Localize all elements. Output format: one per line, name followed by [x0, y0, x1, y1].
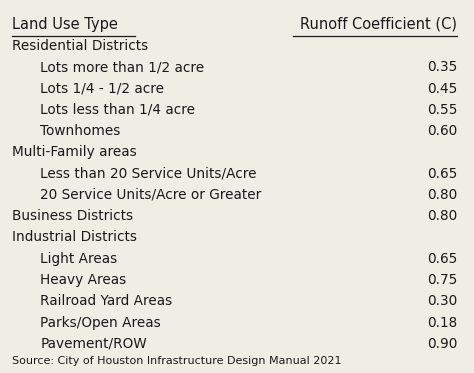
Text: 0.65: 0.65 [427, 252, 457, 266]
Text: Pavement/ROW: Pavement/ROW [40, 337, 147, 351]
Text: Less than 20 Service Units/Acre: Less than 20 Service Units/Acre [40, 167, 257, 181]
Text: Heavy Areas: Heavy Areas [40, 273, 127, 287]
Text: 0.80: 0.80 [427, 188, 457, 202]
Text: Source: City of Houston Infrastructure Design Manual 2021: Source: City of Houston Infrastructure D… [12, 356, 341, 366]
Text: 0.80: 0.80 [427, 209, 457, 223]
Text: 0.90: 0.90 [427, 337, 457, 351]
Text: Lots more than 1/2 acre: Lots more than 1/2 acre [40, 60, 204, 74]
Text: 0.55: 0.55 [427, 103, 457, 117]
Text: 0.45: 0.45 [427, 82, 457, 95]
Text: Business Districts: Business Districts [12, 209, 133, 223]
Text: 0.65: 0.65 [427, 167, 457, 181]
Text: Runoff Coefficient (C): Runoff Coefficient (C) [301, 17, 457, 32]
Text: 20 Service Units/Acre or Greater: 20 Service Units/Acre or Greater [40, 188, 262, 202]
Text: Lots less than 1/4 acre: Lots less than 1/4 acre [40, 103, 195, 117]
Text: Light Areas: Light Areas [40, 252, 118, 266]
Text: 0.75: 0.75 [427, 273, 457, 287]
Text: Parks/Open Areas: Parks/Open Areas [40, 316, 161, 329]
Text: Lots 1/4 - 1/2 acre: Lots 1/4 - 1/2 acre [40, 82, 164, 95]
Text: 0.60: 0.60 [427, 124, 457, 138]
Text: Railroad Yard Areas: Railroad Yard Areas [40, 294, 173, 308]
Text: Townhomes: Townhomes [40, 124, 121, 138]
Text: 0.30: 0.30 [427, 294, 457, 308]
Text: Multi-Family areas: Multi-Family areas [12, 145, 137, 159]
Text: Residential Districts: Residential Districts [12, 39, 148, 53]
Text: Industrial Districts: Industrial Districts [12, 231, 137, 244]
Text: Land Use Type: Land Use Type [12, 17, 118, 32]
Text: 0.35: 0.35 [427, 60, 457, 74]
Text: 0.18: 0.18 [427, 316, 457, 329]
